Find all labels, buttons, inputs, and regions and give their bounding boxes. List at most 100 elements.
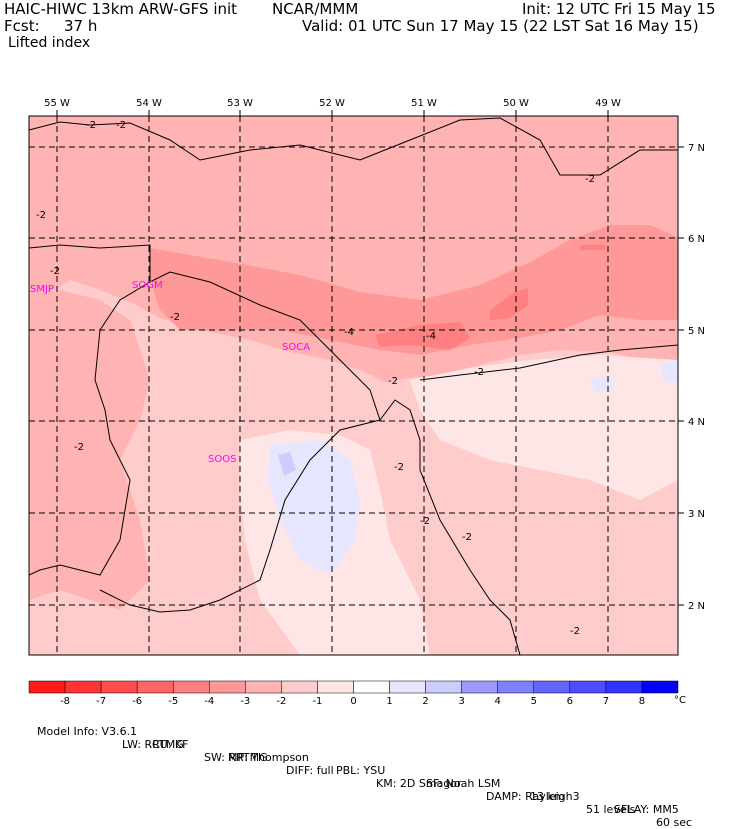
colorbar-swatch [245, 680, 282, 694]
valid-time: Valid: 01 UTC Sun 17 May 15 (22 LST Sat … [302, 17, 699, 35]
colorbar-tick: -3 [240, 696, 250, 707]
field-max-nw [580, 245, 605, 250]
colorbar-tick: 2 [422, 696, 428, 707]
field-positive-east [590, 375, 615, 392]
map-frame [28, 115, 679, 656]
lon-label: 52 W [319, 98, 345, 109]
colorbar-tick: -5 [168, 696, 178, 707]
contour-mid [419, 344, 678, 381]
contour-label: -2 [420, 516, 430, 527]
colorbar-tick: 7 [603, 696, 609, 707]
diff-info: DIFF: full [286, 764, 334, 777]
colorbar-swatch [100, 680, 138, 694]
lon-label: 54 W [136, 98, 162, 109]
contour-label: -2 [585, 174, 595, 185]
sw-info: SW: RRTMG [204, 751, 268, 764]
colorbar-unit: °C [674, 695, 686, 706]
station-smjp: SMJP [30, 284, 54, 295]
contour-label: -2 [462, 532, 472, 543]
colorbar-swatch [533, 680, 571, 694]
lat-label: 4 N [688, 417, 705, 428]
station-soca: SOCA [282, 342, 310, 353]
colorbar-tick: 3 [458, 696, 464, 707]
contour-label: -2 [394, 462, 404, 473]
dt-info: 60 sec [656, 816, 693, 829]
lat-label: 6 N [688, 234, 705, 245]
field-max-east [375, 322, 470, 350]
lon-label: 51 W [411, 98, 437, 109]
footer-line2: LW: RRTMG SW: RRTMG DIFF: full KM: 2D Sm… [30, 725, 740, 816]
colorbar-swatch [209, 680, 246, 694]
contour-label: -2 [116, 120, 126, 131]
field-band-west [29, 290, 150, 610]
contour-label: -2 [36, 210, 46, 221]
field-max-mid [490, 288, 528, 320]
lifted-index-map: 55 W 54 W 53 W 52 W 51 W 50 W 49 W 7 N 6… [28, 98, 705, 707]
contour-north [29, 117, 678, 176]
colorbar-tick: 4 [495, 696, 501, 707]
lon-label: 50 W [503, 98, 529, 109]
contour-label: -4 [426, 331, 436, 342]
colorbar-swatch [641, 680, 679, 694]
lat-label: 2 N [688, 601, 705, 612]
colorbar-tick: 6 [567, 696, 573, 707]
contour-label: -2 [570, 626, 580, 637]
km-info: KM: 2D Smagor [376, 777, 462, 790]
colorbar-tick: 8 [639, 696, 645, 707]
lon-label: 49 W [595, 98, 621, 109]
colorbar-swatch [353, 680, 390, 694]
lat-label: 3 N [688, 509, 705, 520]
contour-label: -4 [344, 327, 354, 338]
lon-label: 55 W [44, 98, 70, 109]
colorbar-tick: -4 [204, 696, 214, 707]
station-soos: SOOS [208, 454, 236, 465]
field-near-zero-east [410, 355, 678, 500]
contour-label: -2 [170, 312, 180, 323]
colorbar-tick: 5 [531, 696, 537, 707]
border-west [29, 281, 151, 576]
lat-label: 5 N [688, 326, 705, 337]
colorbar-tick: -7 [96, 696, 106, 707]
damp-info: DAMP: Rayleigh3 [486, 790, 580, 803]
fcst-value: 37 h [64, 17, 98, 35]
colorbar-swatch [281, 680, 318, 694]
field-core [150, 225, 678, 355]
lat-label: 7 N [688, 143, 705, 154]
contour-label: -2 [50, 266, 60, 277]
sflay-info: SFLAY: MM5 [614, 803, 679, 816]
fcst-label: Fcst: [4, 17, 40, 35]
colorbar-swatch [28, 680, 66, 694]
colorbar [28, 680, 679, 694]
lon-label: 53 W [227, 98, 253, 109]
model-info: Model Info: V3.6.1 [37, 725, 138, 738]
colorbar-tick: -6 [132, 696, 142, 707]
grid [29, 116, 678, 655]
coastline [29, 244, 521, 655]
colorbar-tick: -8 [60, 696, 70, 707]
field-positive-core [278, 452, 296, 476]
colorbar-swatch [497, 680, 535, 694]
init-time: Init: 12 UTC Fri 15 May 15 [522, 0, 716, 18]
field-positive-south [268, 440, 360, 575]
station-sogm: SOGM [132, 280, 163, 291]
colorbar-swatch [317, 680, 354, 694]
model-title: HAIC-HIWC 13km ARW-GFS init [4, 0, 238, 18]
colorbar-swatch [136, 680, 174, 694]
field-name: Lifted index [8, 35, 91, 51]
colorbar-tick: 1 [386, 696, 392, 707]
colorbar-swatch [425, 680, 462, 694]
colorbar-tick: 0 [350, 696, 356, 707]
colorbar-swatch [389, 680, 426, 694]
colorbar-tick: -1 [312, 696, 322, 707]
colorbar-swatch [605, 680, 643, 694]
field-positive-east-edge [660, 360, 678, 382]
colorbar-swatch [461, 680, 498, 694]
contour-label: -2 [74, 442, 84, 453]
colorbar-swatch [64, 680, 102, 694]
contour-label: -2 [474, 367, 484, 378]
colorbar-swatch [569, 680, 607, 694]
org-label: NCAR/MMM [272, 0, 359, 18]
colorbar-tick: -2 [276, 696, 286, 707]
contour-label: -2 [388, 376, 398, 387]
contour-label: -2 [86, 120, 96, 131]
